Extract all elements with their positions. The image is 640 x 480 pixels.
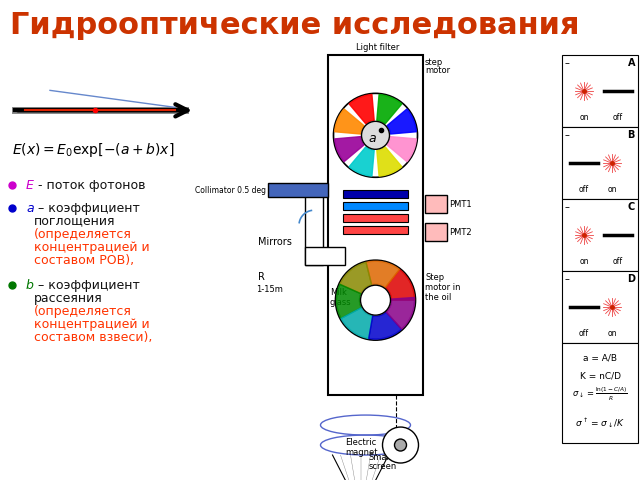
Text: B: B [628, 131, 635, 140]
Bar [562, 271, 638, 343]
Text: Light filter: Light filter [355, 43, 399, 52]
Text: off: off [579, 185, 589, 194]
Text: a: a [369, 132, 376, 145]
Text: составом РОВ),: составом РОВ), [34, 254, 134, 267]
Circle shape [394, 439, 406, 451]
Polygon shape [387, 109, 417, 134]
Bar [562, 127, 638, 199]
Polygon shape [335, 109, 364, 134]
Bar [268, 183, 328, 197]
Text: Гидрооптические исследования: Гидрооптические исследования [10, 11, 579, 40]
Polygon shape [366, 261, 399, 288]
Text: 1-15m: 1-15m [256, 285, 283, 294]
Bar [305, 185, 323, 265]
Bar [305, 247, 345, 265]
Text: Milk: Milk [330, 288, 347, 297]
Text: Collimator 0.5 deg: Collimator 0.5 deg [195, 186, 266, 195]
Bar [343, 214, 408, 222]
Polygon shape [386, 298, 415, 329]
Text: –: – [565, 59, 570, 68]
Text: on: on [607, 185, 617, 194]
Text: magnet: magnet [346, 448, 378, 457]
Text: концентрацией и: концентрацией и [34, 240, 150, 254]
Text: (определяется: (определяется [34, 228, 132, 241]
Polygon shape [337, 284, 362, 318]
Polygon shape [349, 147, 374, 176]
Text: off: off [579, 329, 589, 338]
Text: Electric: Electric [346, 438, 377, 447]
Text: Step: Step [425, 273, 444, 282]
Polygon shape [369, 312, 401, 339]
Bar [562, 343, 638, 443]
Text: – коэффициент: – коэффициент [34, 279, 140, 292]
Polygon shape [340, 263, 372, 294]
Text: –: – [565, 131, 570, 140]
Text: D: D [627, 274, 635, 284]
Polygon shape [385, 269, 415, 300]
Text: glass: glass [330, 298, 351, 307]
Bar [562, 199, 638, 271]
Bar [328, 55, 423, 395]
Text: PMT1: PMT1 [449, 200, 472, 209]
Text: PMT2: PMT2 [449, 228, 472, 237]
Text: – коэффициент: – коэффициент [34, 202, 140, 215]
Text: b: b [26, 279, 34, 292]
Text: (определяется: (определяется [34, 305, 132, 318]
Text: $\sigma^{\uparrow} = \sigma_{\downarrow}/K$: $\sigma^{\uparrow} = \sigma_{\downarrow}… [575, 416, 625, 430]
Text: –: – [565, 274, 570, 284]
Text: –: – [565, 202, 570, 212]
Text: Small: Small [369, 453, 392, 462]
Circle shape [383, 427, 419, 463]
Polygon shape [349, 95, 374, 124]
Bar [425, 195, 447, 213]
Text: off: off [613, 257, 623, 266]
Text: R: R [258, 272, 265, 282]
Text: motor: motor [425, 66, 450, 75]
Bar [343, 190, 408, 198]
Text: on: on [579, 113, 589, 122]
Text: K = nC/D: K = nC/D [579, 372, 621, 381]
Bar [425, 223, 447, 241]
Text: a: a [26, 202, 34, 215]
Text: the oil: the oil [425, 293, 451, 302]
Text: on: on [579, 257, 589, 266]
Polygon shape [335, 137, 364, 162]
Text: $\sigma_{\downarrow} = \frac{\ln(1-C/A)}{R}$: $\sigma_{\downarrow} = \frac{\ln(1-C/A)}… [572, 385, 628, 403]
Circle shape [360, 285, 390, 315]
Text: $E(x) = E_0 \exp[-(a+b)x]$: $E(x) = E_0 \exp[-(a+b)x]$ [12, 141, 175, 159]
Bar [343, 226, 408, 234]
Bar [562, 55, 638, 127]
Text: поглощения: поглощения [34, 215, 115, 228]
Polygon shape [377, 147, 402, 176]
Bar [343, 202, 408, 210]
Text: E: E [26, 179, 34, 192]
Text: концентрацией и: концентрацией и [34, 318, 150, 331]
Circle shape [333, 93, 417, 177]
Text: motor in: motor in [425, 283, 461, 292]
Text: a = A/B: a = A/B [583, 354, 617, 362]
Text: step: step [425, 59, 444, 67]
Text: C: C [628, 202, 635, 212]
Text: Mirrors: Mirrors [258, 237, 292, 247]
Polygon shape [341, 308, 372, 338]
Circle shape [362, 121, 390, 149]
Text: screen: screen [369, 462, 397, 471]
Text: рассеяния: рассеяния [34, 292, 103, 305]
Text: составом взвеси),: составом взвеси), [34, 331, 152, 344]
Text: - поток фотонов: - поток фотонов [34, 179, 145, 192]
Circle shape [335, 260, 415, 340]
Text: off: off [613, 113, 623, 122]
Text: on: on [607, 329, 617, 338]
Text: A: A [627, 59, 635, 68]
Polygon shape [387, 137, 417, 162]
Polygon shape [377, 95, 402, 124]
